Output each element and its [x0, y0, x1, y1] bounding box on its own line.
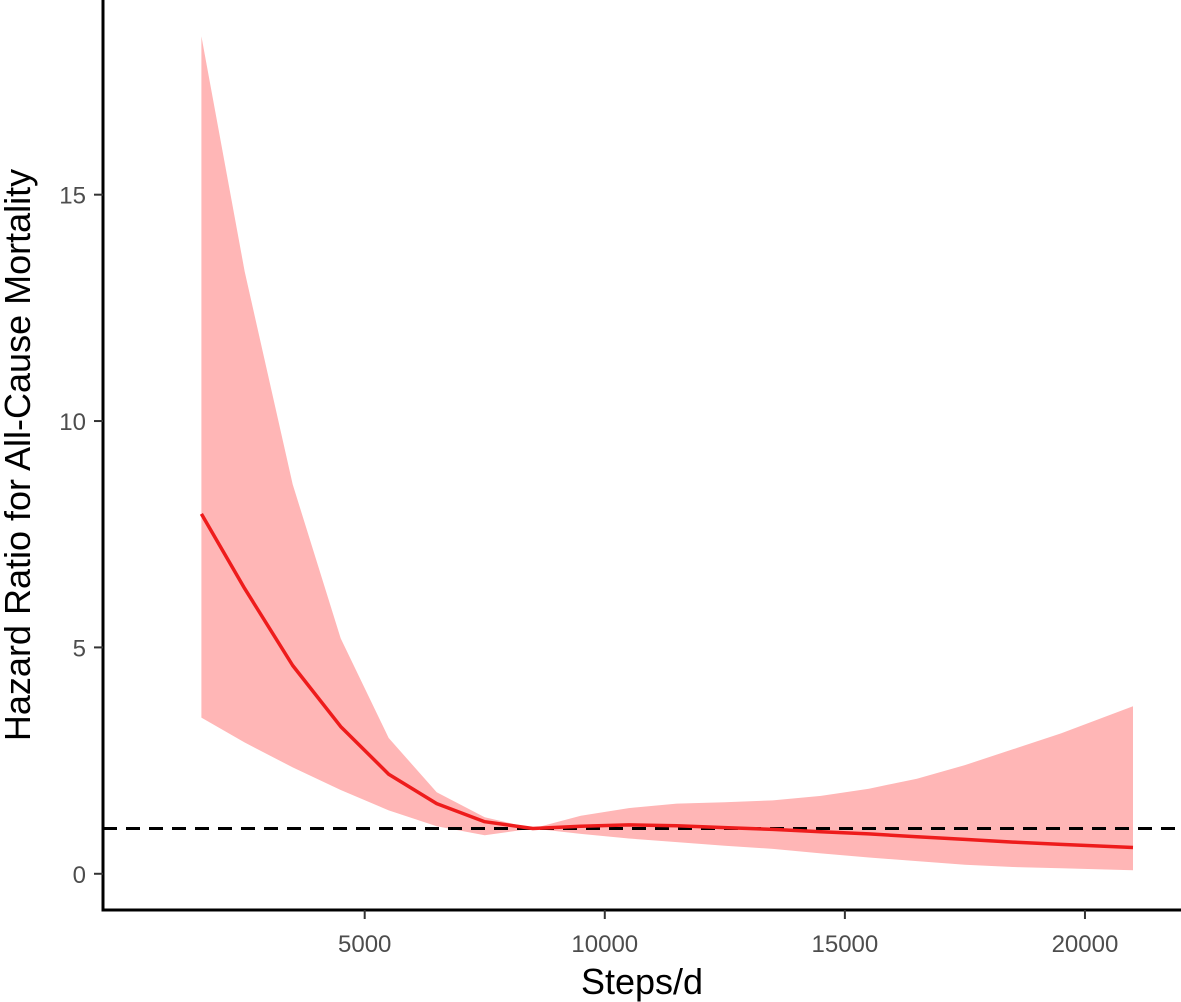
y-tick-label: 0 — [73, 862, 86, 889]
axes: 5000 10000 15000 20000 0 5 10 15 — [59, 0, 1181, 958]
series-line-layer — [199, 513, 1134, 850]
x-tick-label: 15000 — [812, 931, 879, 958]
y-axis-title: Hazard Ratio for All-Cause Mortality — [0, 169, 38, 741]
y-axis-ticks: 0 5 10 15 — [59, 183, 103, 889]
y-tick-label: 5 — [73, 635, 86, 662]
x-axis-title: Steps/d — [581, 961, 703, 1002]
x-tick-label: 20000 — [1052, 931, 1119, 958]
x-axis-ticks: 5000 10000 15000 20000 — [338, 910, 1118, 958]
confidence-band-0 — [201, 36, 1133, 871]
series-line-0 — [199, 513, 1134, 850]
confidence-band-layer — [201, 36, 1133, 871]
x-tick-label: 10000 — [571, 931, 638, 958]
x-tick-label: 5000 — [338, 931, 391, 958]
y-tick-label: 10 — [59, 409, 86, 436]
y-tick-label: 15 — [59, 183, 86, 210]
plot-area — [103, 36, 1181, 871]
